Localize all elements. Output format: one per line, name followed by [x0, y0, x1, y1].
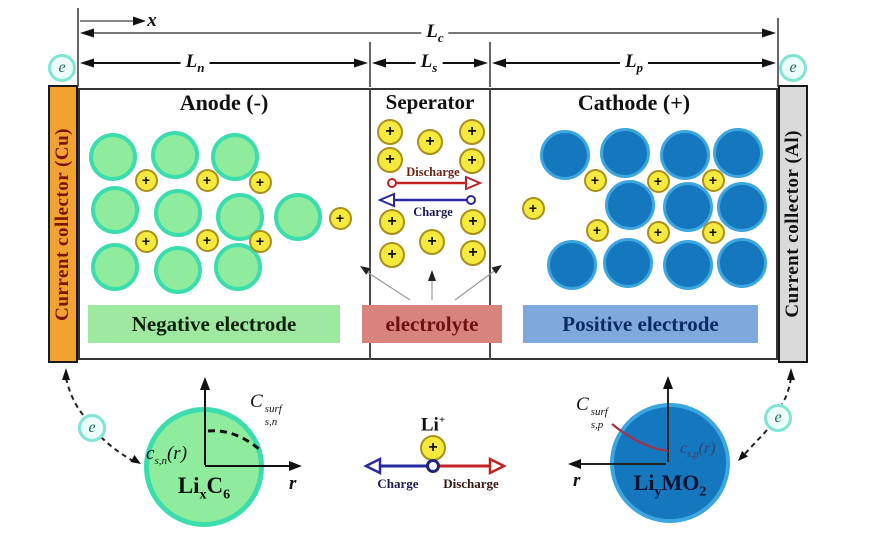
cathode-title: Cathode (+)	[577, 90, 691, 115]
cathode-particle	[717, 238, 767, 288]
lithium-ion: +	[377, 119, 403, 145]
ln-dimension-arrow	[80, 58, 368, 68]
cathode-particle	[540, 130, 590, 180]
cathode-material-formula: LiyMO2	[633, 470, 707, 500]
anode-r-axis-label: r	[289, 473, 297, 494]
x-axis-label: x	[147, 10, 157, 31]
anode-material-formula: LixC6	[177, 473, 231, 503]
lithium-ion: +	[134, 168, 158, 192]
lithium-ion: +	[459, 119, 485, 145]
bottom-charge-label: Charge	[377, 476, 419, 491]
lithium-ion: +	[248, 170, 272, 194]
dimension-ticks	[77, 8, 779, 87]
negative-electrode-tag: Negative electrode	[88, 305, 340, 343]
lithium-ion: +	[420, 435, 446, 461]
cathode-particle-model	[610, 403, 730, 523]
anode-particle	[274, 193, 322, 241]
lithium-ion: +	[459, 148, 485, 174]
electron-icon: e	[78, 414, 106, 442]
cathode-particle	[605, 180, 655, 230]
dim-label-lp: Lp	[619, 52, 649, 75]
anode-concentration-label: cs,n(r)	[146, 443, 188, 467]
anode-particle-model	[144, 407, 264, 527]
anode-particle	[89, 133, 137, 181]
anode-particle	[154, 189, 202, 237]
electrolyte-tag: electrolyte	[362, 305, 502, 343]
lithium-ion: +	[417, 129, 443, 155]
cathode-concentration-label: cs,p(r)	[680, 440, 716, 461]
lithium-ion: +	[585, 218, 609, 242]
anode-particle	[91, 186, 139, 234]
dim-label-ls: Ls	[415, 52, 443, 75]
x-axis-arrow	[80, 16, 146, 26]
current-collector-cu-label: Current collector (Cu)	[52, 127, 73, 321]
separator-discharge-label: Discharge	[406, 165, 460, 179]
current-collector-al-label: Current collector (Al)	[782, 130, 803, 318]
cathode-particle	[660, 130, 710, 180]
lithium-ion: +	[377, 147, 403, 173]
lithium-ion: +	[646, 169, 670, 193]
li-ion-label: Li+	[420, 414, 446, 436]
dim-label-lc: Lc	[421, 22, 449, 45]
lithium-ion: +	[701, 220, 725, 244]
anode-title: Anode (-)	[179, 90, 269, 115]
lithium-ion: +	[583, 168, 607, 192]
cathode-particle	[663, 240, 713, 290]
cathode-particle	[600, 128, 650, 178]
anode-particle	[211, 133, 259, 181]
cathode-particle	[717, 182, 767, 232]
bottom-charge-discharge-arrows	[363, 456, 507, 476]
lithium-ion: +	[195, 168, 219, 192]
lithium-ion: +	[248, 229, 272, 253]
anode-particle	[151, 131, 199, 179]
electron-icon: e	[779, 54, 807, 82]
lithium-ion: +	[379, 209, 405, 235]
lithium-ion: +	[134, 229, 158, 253]
lithium-ion: +	[646, 220, 670, 244]
electron-path-left	[62, 368, 141, 464]
bottom-discharge-label: Discharge	[443, 476, 499, 491]
current-collector-al: Current collector (Al)	[778, 85, 808, 363]
separator-charge-label: Charge	[413, 205, 453, 219]
separator-right-line	[489, 88, 491, 360]
lithium-ion: +	[460, 240, 486, 266]
cathode-particle	[713, 128, 763, 178]
lithium-ion: +	[379, 242, 405, 268]
cathode-particle	[547, 240, 597, 290]
cathode-r-axis-label: r	[573, 470, 581, 491]
current-collector-cu: Current collector (Cu)	[48, 85, 78, 363]
anode-particle	[154, 246, 202, 294]
lithium-ion: +	[195, 228, 219, 252]
lithium-ion: +	[419, 229, 445, 255]
lithium-ion: +	[328, 206, 352, 230]
lithium-ion: +	[701, 168, 725, 192]
lithium-ion: +	[521, 196, 545, 220]
anode-particle	[91, 243, 139, 291]
positive-electrode-tag: Positive electrode	[523, 305, 758, 343]
separator-left-line	[369, 88, 371, 360]
electron-icon: e	[48, 54, 76, 82]
electron-icon: e	[764, 404, 792, 432]
separator-title: Seperator	[385, 90, 475, 114]
dim-label-ln: Ln	[180, 52, 210, 75]
lithium-ion: +	[460, 209, 486, 235]
cathode-particle	[603, 238, 653, 288]
